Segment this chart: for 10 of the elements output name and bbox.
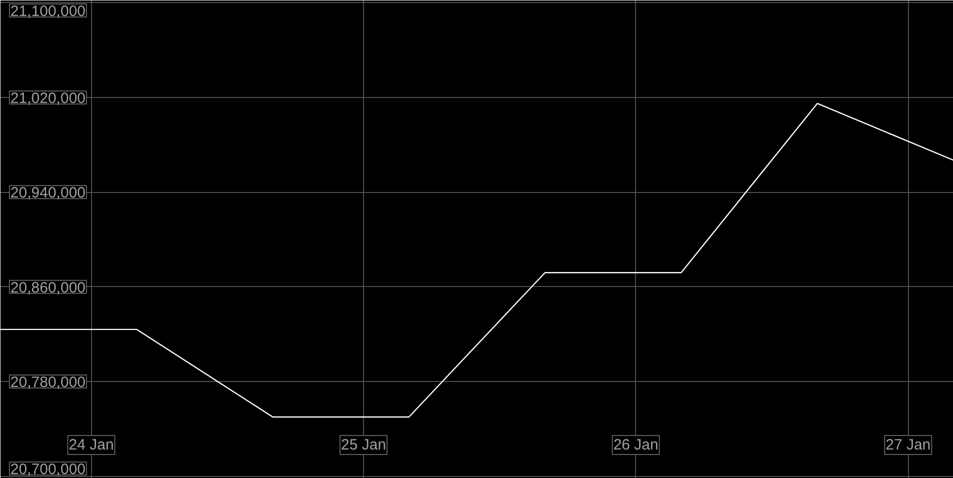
x-tick-label: 24 Jan (68, 436, 114, 454)
y-tick-label: 20,780,000 (10, 374, 86, 391)
x-tick-label: 25 Jan (341, 436, 386, 454)
x-tick-label: 26 Jan (613, 436, 658, 454)
y-tick-label: 21,100,000 (10, 3, 86, 20)
y-tick-label: 20,860,000 (10, 279, 86, 296)
y-tick-label: 20,700,000 (10, 461, 86, 478)
y-tick-label: 20,940,000 (10, 184, 86, 202)
x-tick-label: 27 Jan (886, 436, 931, 454)
y-tick-label: 21,020,000 (10, 90, 86, 108)
